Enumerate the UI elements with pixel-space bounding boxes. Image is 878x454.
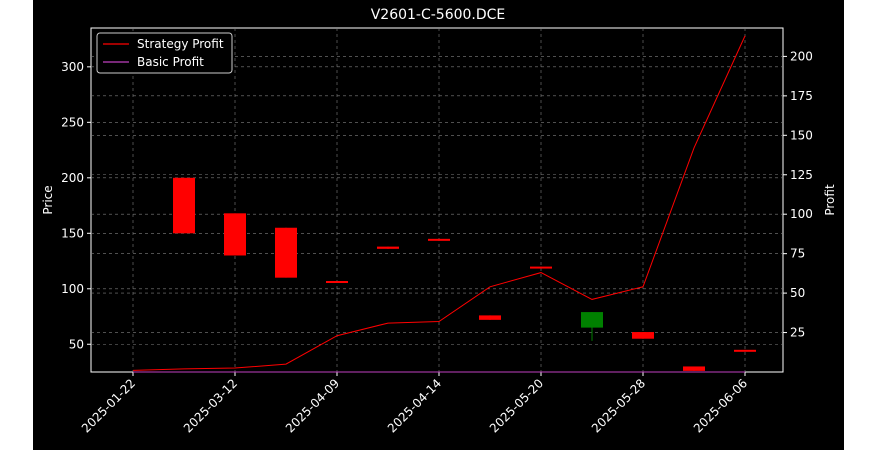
candle (683, 366, 705, 371)
candle (377, 246, 399, 249)
candle (734, 349, 756, 352)
y-tick-label: 50 (69, 337, 84, 351)
candle (479, 315, 501, 320)
candle-body (734, 349, 756, 352)
y-right-tick-label: 100 (790, 207, 813, 221)
y-tick-label: 250 (61, 115, 84, 129)
legend-label-basic-profit: Basic Profit (137, 55, 204, 69)
y-right-tick-label: 175 (790, 89, 813, 103)
y-tick-label: 200 (61, 171, 84, 185)
candle-body (224, 213, 246, 256)
y-tick-label: 100 (61, 282, 84, 296)
candle-body (428, 238, 450, 241)
y-right-tick-label: 75 (790, 247, 805, 261)
y-right-tick-label: 150 (790, 128, 813, 142)
right-axis: 25 50 75 100 125 150 175 200 (783, 49, 813, 340)
candles-layer (122, 37, 756, 371)
y-tick-label: 300 (61, 60, 84, 74)
candle-body (530, 266, 552, 269)
candle (224, 213, 246, 256)
candle (428, 238, 450, 241)
grid-layer (91, 28, 783, 372)
candle (632, 332, 654, 339)
candle (530, 266, 552, 269)
candle-body (479, 315, 501, 320)
candle-body (632, 332, 654, 339)
y-right-tick-label: 50 (790, 286, 805, 300)
legend-box (96, 32, 233, 74)
y-right-tick-label: 125 (790, 168, 813, 182)
candle (581, 312, 603, 341)
candle (173, 177, 195, 234)
candle-body (683, 366, 705, 371)
candle-body (173, 177, 195, 234)
left-axis: 50 100 150 200 250 300 (61, 60, 91, 351)
candle-body (377, 246, 399, 249)
y-axis-right-label: Profit (823, 184, 837, 216)
chart-title: V2601-C-5600.DCE (371, 7, 506, 23)
y-right-tick-label: 200 (790, 49, 813, 63)
candle-body (581, 312, 603, 328)
lines-layer (132, 35, 746, 373)
candle (326, 281, 348, 284)
y-axis-label: Price (41, 185, 55, 214)
candle-body (275, 227, 297, 278)
y-tick-label: 150 (61, 226, 84, 240)
legend: Strategy Profit Basic Profit (96, 32, 233, 74)
legend-label-strategy-profit: Strategy Profit (137, 37, 224, 51)
strategy-profit-line (132, 35, 746, 371)
candle-body (326, 281, 348, 284)
candle (275, 227, 297, 278)
y-right-tick-label: 25 (790, 326, 805, 340)
